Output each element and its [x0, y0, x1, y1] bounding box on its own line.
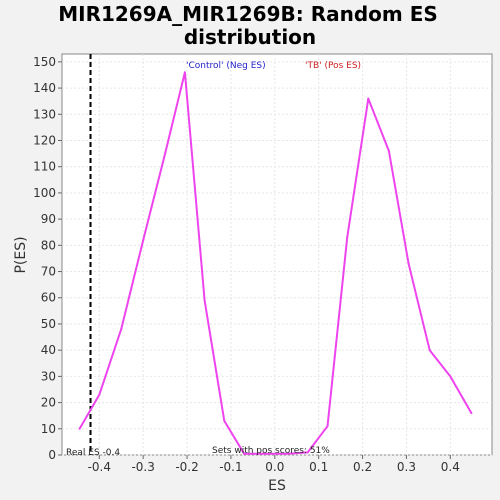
series-layer	[78, 71, 473, 455]
plot-area	[61, 53, 493, 456]
es-distribution-line	[78, 71, 473, 455]
x-tick-label: 0.3	[397, 460, 416, 474]
chart-title-line-1: MIR1269A_MIR1269B: Random ES	[58, 2, 438, 26]
y-tick-label: 0	[48, 448, 56, 462]
x-tick-label: -0.4	[88, 460, 111, 474]
data-point	[286, 452, 289, 455]
data-point	[367, 97, 370, 100]
y-tick-label: 110	[33, 160, 56, 174]
data-point	[407, 262, 410, 265]
y-tick-label: 70	[41, 265, 56, 279]
x-tick-label: 0.2	[353, 460, 372, 474]
legend-control: 'Control' (Neg ES)	[186, 61, 266, 71]
x-tick-label: -0.2	[175, 460, 198, 474]
y-tick-label: 20	[41, 396, 56, 410]
x-axis-label: ES	[268, 478, 286, 494]
sets-pos-scores-note: Sets with pos scores: 51%	[212, 446, 330, 456]
data-point	[142, 239, 145, 242]
y-tick-label: 50	[41, 317, 56, 331]
data-point	[120, 328, 123, 331]
data-point	[243, 452, 246, 455]
y-tick-label: 60	[41, 291, 56, 305]
y-tick-label: 140	[33, 81, 56, 95]
data-point	[164, 152, 167, 155]
data-point	[428, 349, 431, 352]
y-tick-label: 100	[33, 186, 56, 200]
data-point	[203, 299, 206, 302]
x-axis: -0.4 -0.3 -0.2 -0.1 0.0 0.1 0.2 0.3 0.4	[88, 455, 460, 474]
y-tick-label: 120	[33, 133, 56, 147]
x-tick-label: -0.1	[219, 460, 242, 474]
data-point	[265, 452, 268, 455]
data-point	[326, 425, 329, 428]
x-tick-label: 0.4	[441, 460, 460, 474]
y-tick-label: 10	[41, 422, 56, 436]
y-tick-label: 150	[33, 55, 56, 69]
data-point	[78, 427, 81, 430]
data-point	[306, 451, 309, 454]
data-point	[223, 419, 226, 422]
legend-tb: 'TB' (Pos ES)	[305, 61, 361, 71]
x-tick-label: 0.0	[265, 460, 284, 474]
y-axis-label: P(ES)	[13, 236, 29, 273]
data-point	[98, 393, 101, 396]
y-axis: 0 10 20 30 40 50 60 70 80 90 100 110 120 130 140 150	[33, 55, 62, 462]
y-tick-label: 130	[33, 107, 56, 121]
data-point	[470, 412, 473, 415]
y-tick-label: 30	[41, 369, 56, 383]
data-point	[183, 71, 186, 74]
y-tick-label: 40	[41, 343, 56, 357]
data-point	[449, 375, 452, 378]
x-tick-label: 0.1	[309, 460, 328, 474]
real-es-label: Real ES -0.4	[66, 448, 120, 458]
chart-title-line-2: distribution	[184, 25, 316, 49]
x-tick-label: -0.3	[131, 460, 154, 474]
data-point	[387, 149, 390, 152]
data-point	[346, 236, 349, 239]
y-tick-label: 90	[41, 212, 56, 226]
y-tick-label: 80	[41, 238, 56, 252]
